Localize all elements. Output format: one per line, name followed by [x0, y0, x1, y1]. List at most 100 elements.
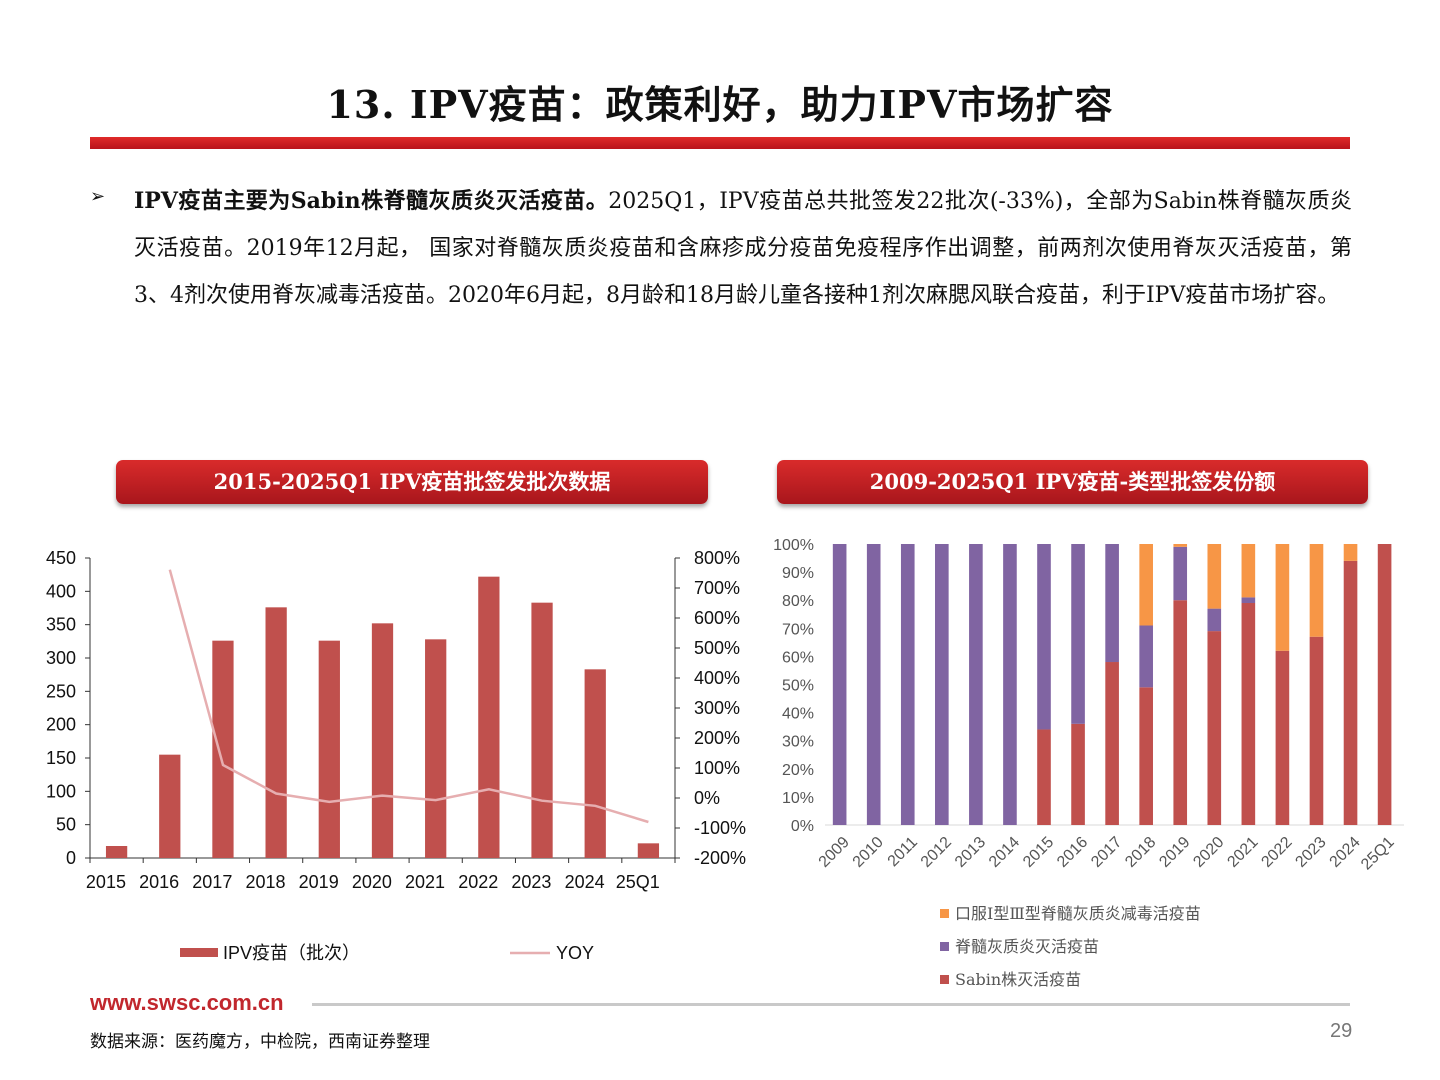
x-tick-label: 2021: [405, 872, 445, 892]
x-tick-label: 2017: [192, 872, 232, 892]
bar-ipv: [371, 623, 394, 858]
bar-ipv: [478, 576, 500, 858]
y-tick-label: 100%: [773, 537, 814, 554]
y-tick-label: 40%: [782, 706, 814, 723]
bar-ipv: [318, 640, 340, 858]
x-tick-label: 2013: [952, 834, 989, 871]
bar-segment-ipv: [1173, 546, 1188, 601]
bar-segment-ipv: [1003, 544, 1017, 825]
footer-divider: [312, 1003, 1350, 1006]
bar-ipv: [265, 607, 287, 858]
arrow-bullet-icon: ➢: [90, 186, 106, 207]
right-y-tick-label: 100%: [694, 758, 740, 778]
x-tick-label: 25Q1: [1358, 834, 1398, 874]
bar-segment-sabin: [1105, 662, 1119, 825]
right-y-tick-label: -100%: [694, 818, 746, 838]
y-tick-label: 10%: [782, 790, 814, 807]
x-tick-label: 2009: [816, 834, 853, 871]
bar-segment-opv: [1241, 544, 1256, 598]
right-chart: 0%10%20%30%40%50%60%70%80%90%100%2009201…: [773, 537, 1404, 874]
bar-segment-opv: [1207, 544, 1222, 609]
x-tick-label: 2020: [352, 872, 392, 892]
legend-swatch-orange: [940, 909, 949, 918]
right-y-tick-label: 800%: [694, 548, 740, 568]
y-tick-label: 90%: [782, 565, 814, 582]
right-y-tick-label: 300%: [694, 698, 740, 718]
x-tick-label: 2021: [1224, 834, 1261, 871]
footer-url[interactable]: www.swsc.com.cn: [90, 990, 284, 1015]
bar-segment-ipv: [1241, 597, 1256, 604]
x-tick-label: 2018: [245, 872, 285, 892]
bar-ipv: [584, 669, 606, 858]
bar-segment-opv: [1343, 544, 1358, 561]
bar-segment-sabin: [1241, 603, 1256, 825]
data-source: 数据来源：医药魔方，中检院，西南证券整理: [90, 1032, 430, 1052]
bar-segment-sabin: [1377, 544, 1392, 825]
right-y-tick-label: 700%: [694, 578, 740, 598]
x-tick-label: 2015: [86, 872, 126, 892]
x-tick-label: 2016: [139, 872, 179, 892]
legend-label-line: YOY: [556, 943, 594, 963]
bar-segment-opv: [1309, 544, 1324, 637]
x-tick-label: 2012: [918, 834, 955, 871]
bar-segment-sabin: [1139, 687, 1153, 825]
bar-segment-sabin: [1207, 631, 1222, 825]
bar-segment-sabin: [1309, 636, 1324, 825]
bar-segment-opv: [1173, 544, 1188, 547]
right-y-tick-label: 600%: [694, 608, 740, 628]
x-tick-label: 2019: [1156, 834, 1193, 871]
y-tick-label: 30%: [782, 734, 814, 751]
bar-segment-ipv: [935, 544, 949, 825]
x-tick-label: 25Q1: [616, 872, 660, 892]
x-tick-label: 2020: [1190, 834, 1227, 871]
y-tick-label: 50%: [782, 678, 814, 695]
bar-segment-ipv: [900, 544, 915, 825]
y-tick-label: 80%: [782, 593, 814, 610]
x-tick-label: 2024: [1327, 834, 1364, 871]
bar-segment-ipv: [1139, 625, 1153, 688]
bullet-paragraph: ➢ IPV疫苗主要为Sabin株脊髓灰质炎灭活疫苗。2025Q1，IPV疫苗总共…: [90, 178, 1352, 319]
bar-ipv: [425, 639, 447, 858]
bar-segment-opv: [1139, 544, 1153, 626]
page-number: 29: [1330, 1020, 1353, 1042]
bullet-text: IPV疫苗主要为Sabin株脊髓灰质炎灭活疫苗。2025Q1，IPV疫苗总共批签…: [134, 178, 1352, 319]
legend-label-ipv: 脊髓灰质炎灭活疫苗: [955, 937, 1100, 956]
x-tick-label: 2019: [299, 872, 339, 892]
legend-swatch-red: [940, 975, 949, 984]
bar-segment-sabin: [1343, 560, 1358, 825]
x-tick-label: 2014: [986, 834, 1023, 871]
left-y-tick-label: 200: [46, 715, 76, 735]
left-y-tick-label: 400: [46, 581, 76, 601]
legend-label-bar: IPV疫苗（批次）: [223, 943, 360, 963]
left-y-tick-label: 100: [46, 781, 76, 801]
right-chart-title: 2009-2025Q1 IPV疫苗-类型批签发份额: [777, 460, 1368, 504]
bar-segment-ipv: [969, 544, 983, 825]
y-tick-label: 20%: [782, 762, 814, 779]
right-y-tick-label: 200%: [694, 728, 740, 748]
bar-segment-ipv: [832, 544, 847, 825]
x-tick-label: 2024: [565, 872, 605, 892]
bar-segment-ipv: [1071, 544, 1085, 724]
x-tick-label: 2018: [1122, 834, 1159, 871]
yoy-line: [168, 569, 649, 824]
legend-item-ipv: 脊髓灰质炎灭活疫苗: [940, 933, 1099, 957]
left-chart-title: 2015-2025Q1 IPV疫苗批签发批次数据: [116, 460, 708, 504]
left-y-tick-label: 350: [46, 615, 76, 635]
bar-ipv: [105, 846, 128, 858]
right-y-tick-label: 400%: [694, 668, 740, 688]
x-tick-label: 2017: [1088, 834, 1125, 871]
left-chart: 0 50 100 150 200 250 300 350 400 450 -200% -100% 0% 1…: [46, 548, 746, 963]
legend-label-opv: 口服Ⅰ型Ⅲ型脊髓灰质炎减毒活疫苗: [955, 904, 1201, 923]
x-tick-label: 2023: [1292, 834, 1329, 871]
left-y-tick-label: 250: [46, 681, 76, 701]
legend-label-sabin: Sabin株灭活疫苗: [955, 970, 1082, 989]
legend-item-opv: 口服Ⅰ型Ⅲ型脊髓灰质炎减毒活疫苗: [940, 900, 1201, 924]
right-y-tick-label: -200%: [694, 848, 746, 868]
y-tick-label: 0%: [791, 818, 814, 835]
bar-segment-ipv: [866, 544, 881, 825]
legend-swatch-purple: [940, 942, 949, 951]
bar-segment-sabin: [1037, 729, 1051, 825]
bar-ipv: [212, 640, 234, 858]
legend-item-sabin: Sabin株灭活疫苗: [940, 966, 1081, 990]
right-y-tick-label: 500%: [694, 638, 740, 658]
